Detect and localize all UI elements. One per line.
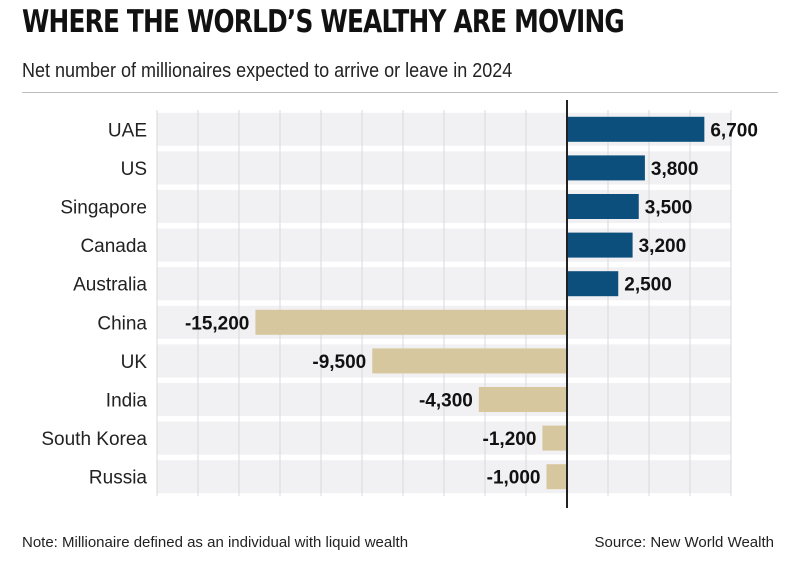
- category-label: US: [121, 159, 147, 180]
- footnote: Note: Millionaire defined as an individu…: [22, 534, 409, 551]
- category-label: Singapore: [60, 198, 147, 219]
- value-label: -9,500: [312, 352, 366, 373]
- value-label: 3,200: [639, 236, 687, 257]
- header-divider: [22, 92, 778, 93]
- bar-australia: [567, 271, 619, 297]
- value-label: -4,300: [419, 391, 473, 412]
- bar-china: [255, 309, 567, 335]
- source-note: Source: New World Wealth: [594, 534, 774, 551]
- category-label: Australia: [73, 275, 147, 296]
- category-label: India: [106, 391, 148, 412]
- category-label: Russia: [89, 468, 148, 489]
- category-label: Canada: [80, 236, 147, 257]
- bar-south-korea: [542, 425, 567, 451]
- chart-title: WHERE THE WORLD’S WEALTHY ARE MOVING: [22, 4, 625, 40]
- value-label: -15,200: [185, 313, 249, 334]
- category-label: China: [97, 313, 147, 334]
- bar-us: [567, 155, 645, 181]
- value-label: 3,500: [645, 198, 693, 219]
- category-label: UK: [121, 352, 148, 373]
- bar-india: [478, 387, 567, 412]
- bar-chart: UAE 6,700 US 3,800 Singapore 3,500 Canada 3,200…: [41, 100, 758, 508]
- bar-singapore: [567, 194, 639, 219]
- bar-uae: [567, 116, 705, 142]
- value-label: -1,200: [483, 429, 537, 450]
- category-label: South Korea: [41, 429, 147, 450]
- bar-uk: [372, 348, 567, 374]
- chart-subtitle: Net number of millionaires expected to a…: [22, 60, 513, 82]
- bar-russia: [546, 464, 567, 490]
- category-label: UAE: [108, 120, 147, 141]
- value-label: 6,700: [710, 120, 758, 141]
- bar-canada: [567, 232, 633, 258]
- value-label: 2,500: [624, 275, 672, 296]
- value-label: 3,800: [651, 159, 699, 180]
- value-label: -1,000: [487, 468, 541, 489]
